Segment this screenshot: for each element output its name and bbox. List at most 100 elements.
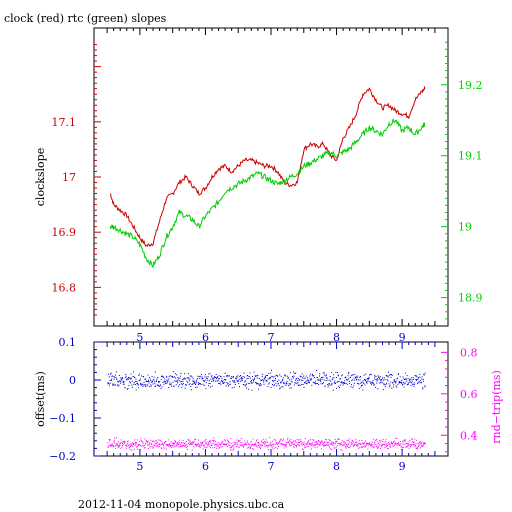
data-point: [179, 381, 181, 383]
data-point: [263, 442, 265, 444]
data-point: [140, 384, 142, 386]
data-point: [377, 448, 379, 450]
data-point: [377, 441, 379, 443]
data-point: [172, 442, 174, 444]
data-point: [133, 442, 135, 444]
data-point: [359, 376, 361, 378]
data-point: [339, 378, 341, 380]
data-point: [374, 378, 376, 380]
data-point: [120, 447, 122, 449]
data-point: [362, 380, 364, 382]
data-point: [117, 441, 119, 443]
data-point: [110, 446, 112, 447]
data-point: [264, 375, 266, 377]
data-point: [268, 444, 270, 446]
data-point: [383, 389, 385, 391]
data-point: [390, 446, 392, 448]
data-point: [264, 377, 266, 379]
data-point: [346, 378, 347, 380]
data-point: [391, 374, 392, 376]
data-point: [268, 372, 270, 374]
data-point: [416, 376, 418, 378]
data-point: [126, 388, 128, 390]
data-point: [366, 382, 368, 384]
data-point: [134, 444, 136, 446]
data-point: [395, 385, 397, 387]
data-point: [263, 381, 265, 383]
data-point: [319, 378, 321, 380]
data-point: [225, 443, 227, 445]
data-point: [128, 447, 130, 449]
data-point: [278, 385, 280, 387]
data-point: [154, 386, 156, 387]
data-point: [117, 446, 119, 448]
data-point: [166, 379, 168, 381]
data-point: [306, 445, 308, 447]
data-point: [292, 443, 294, 445]
data-point: [140, 383, 141, 385]
data-point: [405, 377, 407, 379]
data-point: [186, 444, 188, 446]
data-point: [343, 441, 345, 443]
data-point: [373, 384, 375, 386]
data-point: [282, 440, 284, 442]
data-point: [316, 377, 318, 379]
data-point: [294, 440, 296, 442]
data-point: [167, 380, 169, 382]
data-point: [295, 372, 297, 374]
data-point: [355, 439, 357, 441]
data-point: [254, 375, 256, 377]
data-point: [323, 372, 325, 374]
data-point: [295, 382, 297, 384]
data-point: [397, 374, 399, 376]
data-point: [130, 444, 132, 446]
bottom-y2-axis-label: rnd−trip(ms): [490, 370, 503, 444]
data-point: [414, 438, 416, 440]
data-point: [337, 438, 339, 440]
data-point: [381, 381, 383, 383]
data-point: [113, 376, 115, 378]
data-point: [388, 442, 389, 443]
data-point: [366, 442, 368, 444]
data-point: [402, 447, 404, 449]
data-point: [215, 374, 217, 375]
data-point: [226, 376, 228, 378]
data-point: [192, 378, 194, 380]
data-point: [231, 447, 232, 449]
top-x-tick-label: 5: [136, 331, 143, 344]
data-point: [351, 374, 353, 376]
data-point: [223, 443, 225, 445]
chart-title: clock (red) rtc (green) slopes: [4, 12, 167, 25]
data-point: [126, 378, 127, 380]
data-point: [237, 380, 238, 382]
data-point: [371, 384, 372, 386]
data-point: [225, 385, 227, 387]
data-point: [189, 440, 191, 442]
data-point: [374, 443, 376, 445]
data-point: [242, 377, 244, 379]
data-point: [298, 439, 300, 441]
data-point: [341, 381, 343, 383]
data-point: [178, 385, 179, 387]
data-point: [290, 444, 292, 446]
data-point: [193, 441, 195, 443]
data-point: [364, 446, 366, 448]
data-point: [114, 442, 116, 444]
data-point: [415, 375, 417, 377]
data-point: [282, 386, 284, 388]
data-point: [343, 444, 345, 446]
data-point: [182, 381, 184, 383]
data-point: [248, 447, 249, 449]
data-point: [205, 379, 207, 381]
data-point: [416, 446, 418, 448]
data-point: [331, 448, 333, 450]
data-point: [222, 444, 224, 445]
data-point: [259, 447, 261, 448]
data-point: [165, 375, 167, 377]
data-point: [335, 377, 337, 378]
data-point: [399, 381, 401, 383]
data-point: [209, 440, 211, 442]
data-point: [383, 444, 385, 445]
top-y-axis-label: clockslope: [34, 148, 47, 206]
data-point: [201, 376, 203, 378]
